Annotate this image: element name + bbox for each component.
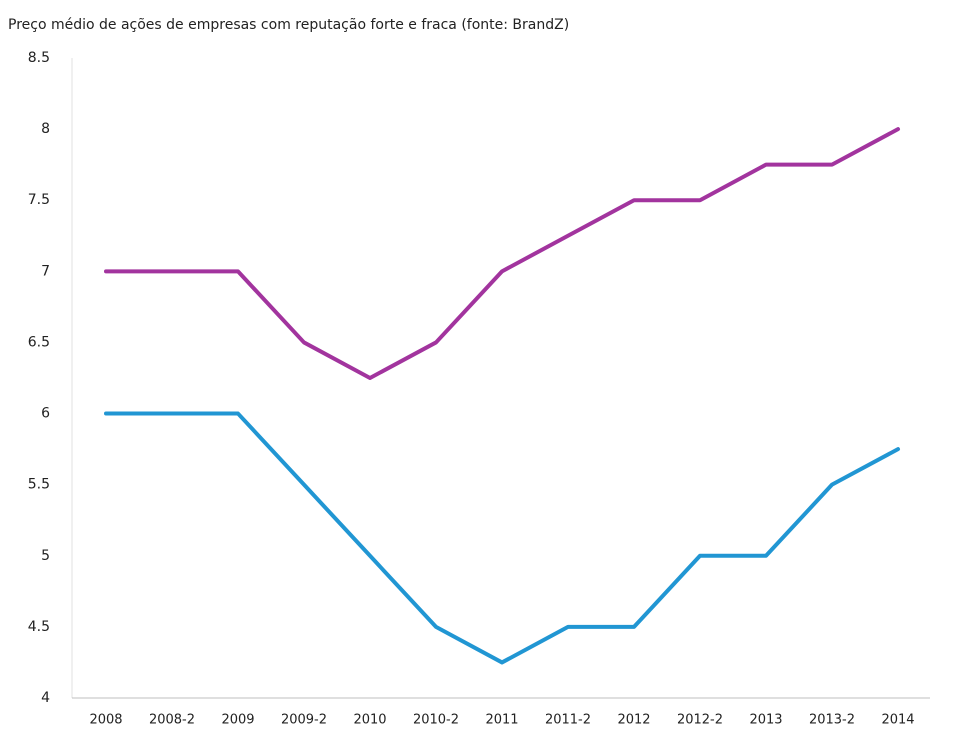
x-tick-label: 2013 [749, 713, 782, 728]
y-tick-label: 5.5 [28, 477, 50, 493]
x-tick-label: 2012 [617, 713, 650, 728]
x-tick-label: 2008-2 [149, 713, 195, 728]
y-tick-label: 7.5 [28, 192, 50, 208]
y-tick-label: 8 [41, 121, 50, 137]
chart-title: Preço médio de ações de empresas com rep… [8, 17, 569, 33]
y-tick-label: 4.5 [28, 619, 50, 635]
x-tick-label: 2012-2 [677, 713, 723, 728]
y-tick-label: 6 [41, 406, 50, 422]
x-tick-label: 2009 [221, 713, 254, 728]
series-line [104, 127, 900, 380]
y-tick-label: 4 [41, 690, 50, 706]
series-line [104, 411, 900, 665]
y-tick-label: 7 [41, 263, 50, 279]
x-tick-label: 2013-2 [809, 713, 855, 728]
x-tick-label: 2010-2 [413, 713, 459, 728]
x-tick-label: 2008 [89, 713, 122, 728]
y-tick-label: 8.5 [28, 50, 50, 66]
x-tick-label: 2014 [881, 713, 914, 728]
x-tick-label: 2011-2 [545, 713, 591, 728]
x-tick-label: 2009-2 [281, 713, 327, 728]
y-tick-label: 5 [41, 548, 50, 564]
x-tick-label: 2010 [353, 713, 386, 728]
x-tick-label: 2011 [485, 713, 518, 728]
y-tick-label: 6.5 [28, 334, 50, 350]
